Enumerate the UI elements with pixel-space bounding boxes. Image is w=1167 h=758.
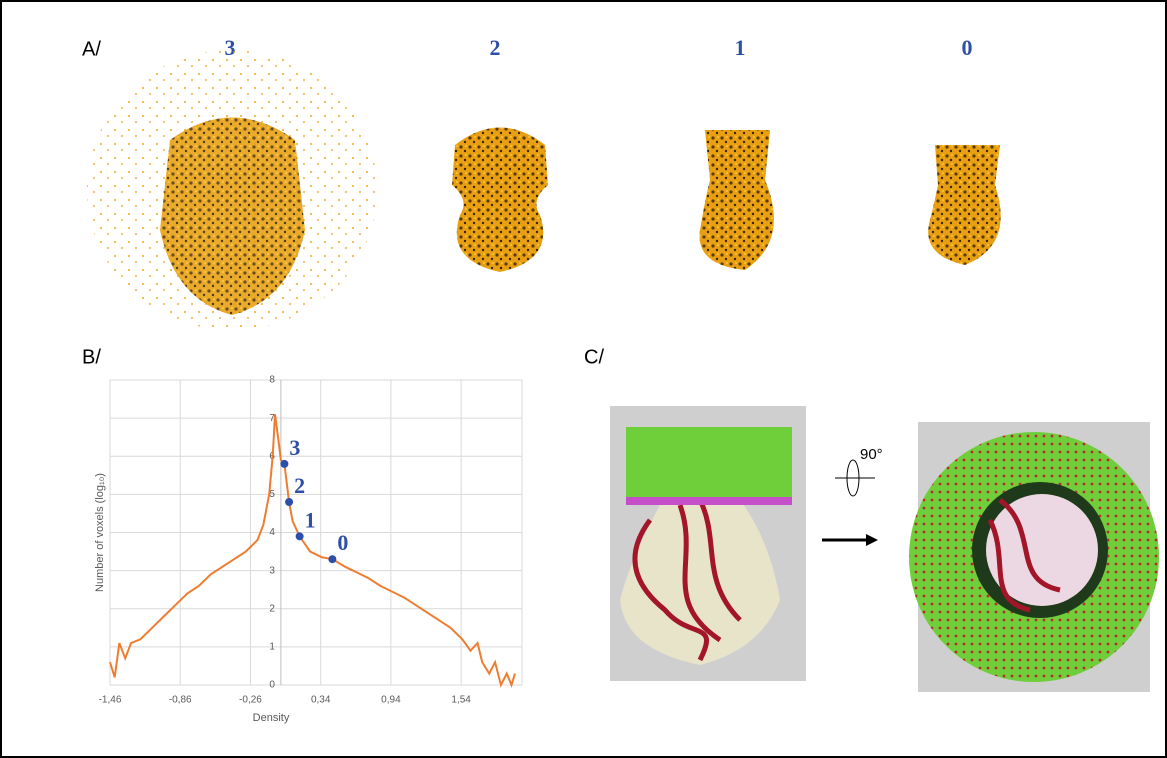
- density-map: [928, 145, 1001, 265]
- marker: [285, 498, 294, 506]
- density-map: [452, 127, 548, 272]
- y-tick-label: 2: [269, 603, 275, 614]
- x-tick-label: -0,26: [239, 695, 262, 706]
- y-tick-label: 4: [269, 527, 275, 538]
- x-tick-label: 0,34: [311, 695, 331, 706]
- membrane-disk: [626, 427, 792, 499]
- rotation-label: 90°: [860, 446, 883, 463]
- y-tick-label: 0: [269, 680, 275, 691]
- y-tick-label: 7: [269, 413, 275, 424]
- panel-label: C/: [584, 346, 604, 368]
- density-map: [699, 130, 774, 270]
- marker: [295, 532, 304, 541]
- y-tick-label: 1: [269, 642, 275, 653]
- marker-label: 2: [294, 473, 305, 498]
- marker: [328, 555, 337, 564]
- data-line: [109, 414, 516, 688]
- y-axis-title: Number of voxels (log₁₀): [94, 473, 106, 592]
- marker-label: 3: [289, 435, 300, 460]
- map-label: 2: [490, 35, 501, 60]
- x-tick-label: -1,46: [99, 695, 122, 706]
- membrane-edge: [626, 497, 792, 505]
- pore: [986, 494, 1098, 606]
- x-tick-label: -0,86: [169, 695, 192, 706]
- y-tick-label: 5: [269, 489, 275, 500]
- protein: [620, 500, 780, 665]
- map-label: 1: [735, 35, 746, 60]
- protein-ribbon: [632, 498, 742, 662]
- y-tick-label: 3: [269, 565, 275, 576]
- marker-label: 1: [305, 507, 316, 532]
- panel-label: B/: [82, 346, 101, 368]
- arrow-head: [866, 534, 878, 546]
- density-map: [160, 117, 305, 315]
- x-axis-title: Density: [253, 712, 290, 724]
- marker: [280, 459, 289, 468]
- x-tick-label: 0,94: [381, 695, 401, 706]
- marker-label: 0: [337, 530, 348, 555]
- y-tick-label: 8: [269, 375, 275, 386]
- map-label: 3: [225, 35, 236, 60]
- protein-ribbon: [987, 498, 1061, 613]
- panel-label: A/: [82, 38, 101, 60]
- x-tick-label: 1,54: [451, 695, 471, 706]
- map-label: 0: [962, 35, 973, 60]
